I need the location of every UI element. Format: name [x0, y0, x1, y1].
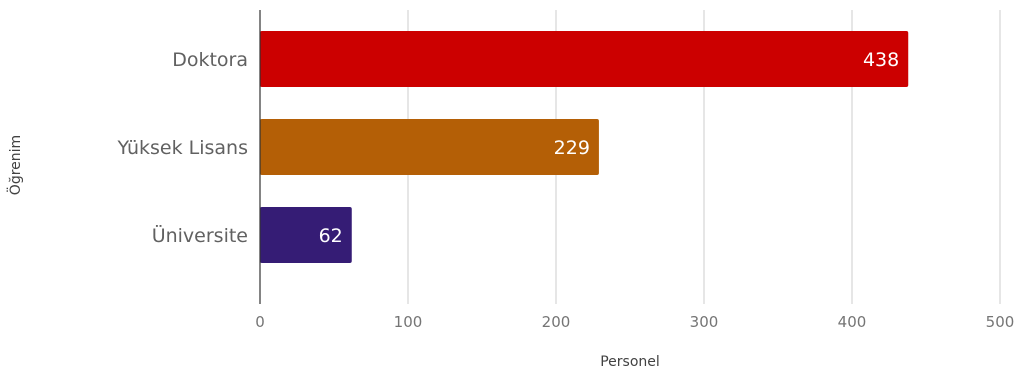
bar — [260, 119, 599, 175]
x-axis-title: Personel — [600, 354, 660, 370]
data-label: 438 — [863, 49, 899, 71]
x-tick-label: 0 — [255, 313, 265, 331]
bars: 438 229 62 — [260, 31, 909, 263]
data-label: 62 — [319, 225, 343, 247]
data-label: 229 — [554, 137, 590, 159]
category-label: Üniversite — [152, 224, 248, 247]
category-labels: Doktora Yüksek Lisans Üniversite — [117, 49, 248, 247]
x-tick-labels: 0 100 200 300 400 500 — [255, 313, 1014, 331]
x-tick-label: 100 — [394, 313, 423, 331]
category-label: Doktora — [172, 49, 248, 71]
category-label: Yüksek Lisans — [117, 137, 248, 159]
x-tick-label: 300 — [690, 313, 719, 331]
bar — [260, 31, 909, 87]
bar — [260, 207, 352, 263]
x-tick-label: 500 — [986, 313, 1015, 331]
x-tick-label: 200 — [542, 313, 571, 331]
x-tick-label: 400 — [838, 313, 867, 331]
y-axis-title: Öğrenim — [6, 135, 24, 195]
